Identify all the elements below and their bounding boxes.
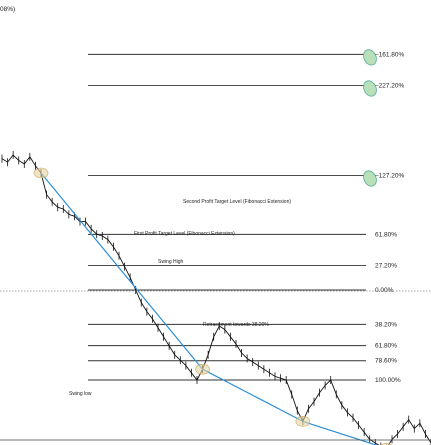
fib-level-label-0: –161.80%: [375, 51, 404, 58]
trend-line-2: [302, 420, 378, 445]
fib-level-label-2: –127.20%: [375, 173, 404, 180]
fib-level-marker-2: [363, 170, 377, 187]
annotation-swing-low: Swing low: [69, 391, 92, 397]
price-line: [1, 154, 431, 445]
trend-line-0: [40, 172, 204, 370]
fib-level-label-6: 38.20%: [375, 321, 397, 328]
fib-level-label-8: 78.60%: [375, 358, 397, 365]
fib-level-label-4: 27.20%: [375, 263, 397, 270]
price-series: [1, 151, 431, 445]
trend-lines: [40, 172, 378, 445]
annotation-swing-high: Swing High: [158, 259, 184, 265]
annotation-retracement: Retracement towards 38.20%: [203, 322, 269, 328]
swing-low-marker: [33, 167, 49, 179]
fib-level-label-9: 100.00%: [375, 377, 401, 384]
swing-high-marker: [195, 363, 210, 375]
fib-level-marker-0: [363, 49, 377, 66]
fib-levels: –161.80% –227.20% –127.20% 61.80% 27.20% 0.00…: [88, 49, 404, 384]
annotation-second-target: Second Profit Target Level (Fibonacci Ex…: [183, 199, 291, 205]
annotation-first-target: First Profit Target Level (Fibonacci Ext…: [134, 231, 235, 237]
swing-markers: [33, 167, 393, 445]
fib-level-label-5: 0.00%: [375, 287, 394, 294]
fib-level-label-3: 61.80%: [375, 231, 397, 238]
fib-level-marker-1: [363, 80, 377, 97]
first-target-marker: [295, 416, 311, 427]
trend-line-1: [202, 368, 304, 422]
annotations: Second Profit Target Level (Fibonacci Ex…: [0, 6, 291, 397]
fib-level-label-1: –227.20%: [375, 83, 404, 90]
fib-level-label-7: 61.80%: [375, 343, 397, 350]
cutoff-label: 08%): [0, 6, 15, 13]
